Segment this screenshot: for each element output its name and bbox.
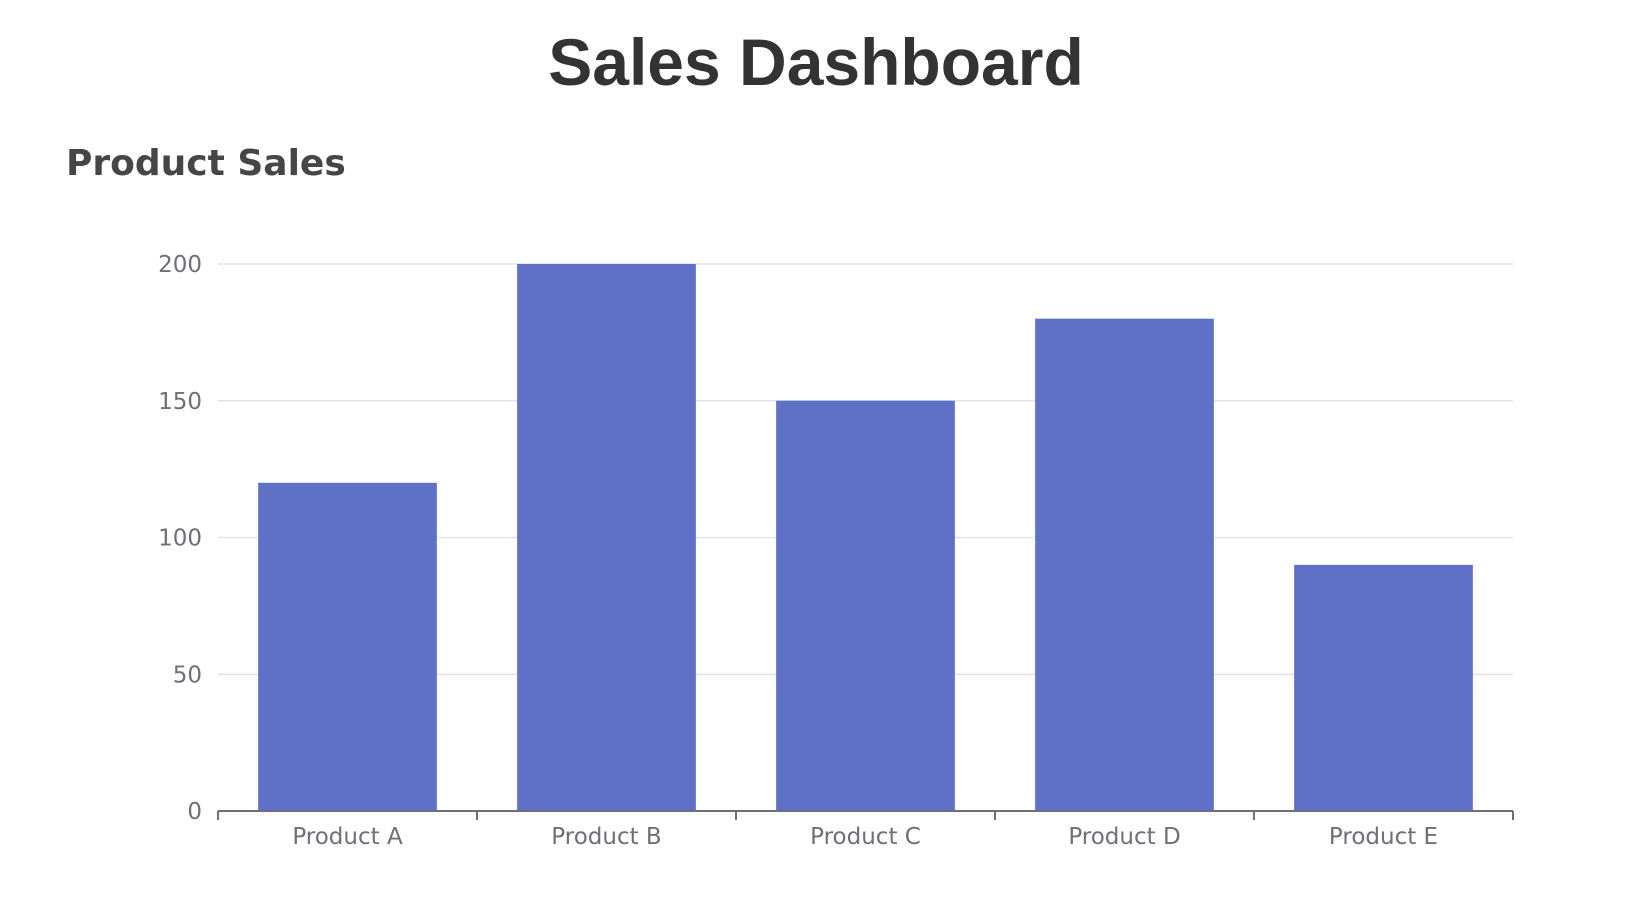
y-tick-label: 150 (158, 389, 202, 415)
x-tick-label: Product A (292, 824, 403, 850)
x-tick-label: Product D (1068, 824, 1180, 850)
y-tick-label: 50 (173, 662, 202, 688)
dashboard-title: Sales Dashboard (548, 25, 1084, 99)
bar-product-a[interactable] (258, 482, 437, 811)
x-axis (217, 810, 1514, 820)
bar-series (258, 264, 1473, 811)
x-axis-tick-labels: Product A Product B Product C Product D Prod… (292, 824, 1438, 850)
bar-product-e[interactable] (1294, 564, 1473, 811)
y-tick-label: 0 (187, 799, 202, 825)
y-tick-label: 200 (158, 252, 202, 278)
x-tick-label: Product B (551, 824, 661, 850)
x-tick-label: Product E (1329, 824, 1438, 850)
bar-product-c[interactable] (776, 400, 955, 811)
x-tick-label: Product C (810, 824, 921, 850)
bar-product-b[interactable] (517, 264, 696, 811)
chart-title: Product Sales (66, 143, 346, 184)
y-axis-tick-labels: 0 50 100 150 200 (158, 252, 202, 825)
y-tick-label: 100 (158, 526, 202, 552)
bar-product-d[interactable] (1035, 318, 1214, 811)
